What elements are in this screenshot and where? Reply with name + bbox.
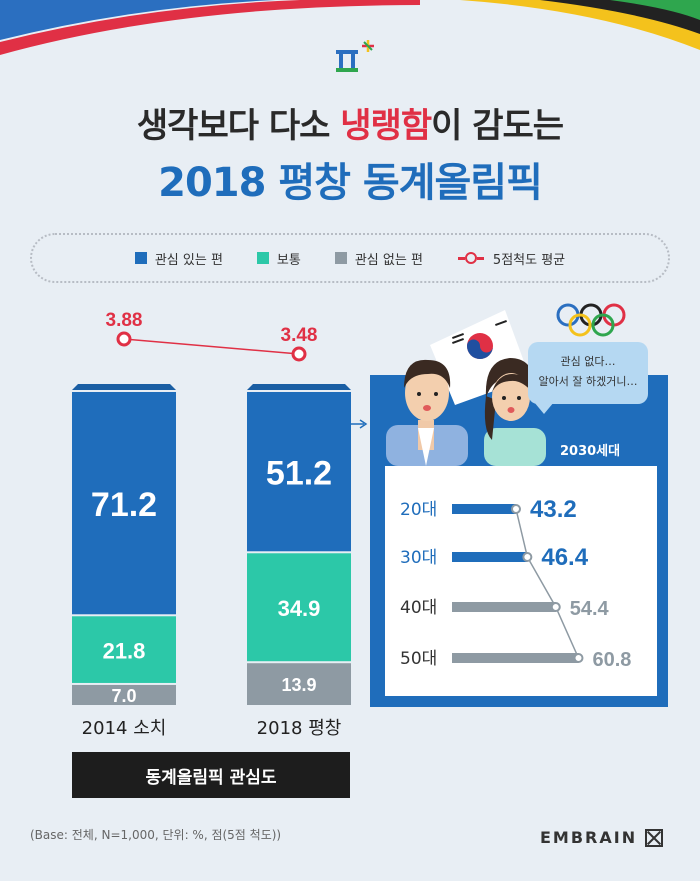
average-label-0: 3.88 bbox=[106, 310, 143, 331]
age-point-0 bbox=[511, 504, 521, 514]
bar-label-not-interested-1: 13.9 bbox=[281, 675, 316, 695]
x-category-label-1: 2018 평창 bbox=[257, 718, 342, 739]
speech-line2: 알아서 잘 하겠거니… bbox=[538, 375, 638, 388]
age-label-3: 50대 bbox=[400, 649, 437, 669]
bar-neutral-1 bbox=[247, 553, 351, 662]
bar-interested-1 bbox=[247, 392, 351, 552]
speech-bubble: 관심 없다… 알아서 잘 하겠거니… bbox=[528, 342, 648, 414]
man-character-icon bbox=[386, 359, 468, 466]
age-trend-line bbox=[515, 508, 580, 659]
average-label-1: 3.48 bbox=[281, 325, 318, 346]
average-line: 3.88 3.48 bbox=[106, 310, 318, 362]
age-bar-2 bbox=[452, 602, 556, 612]
age-connector-line bbox=[511, 504, 584, 663]
age-bar-0 bbox=[452, 504, 516, 514]
legend-line-marker-icon bbox=[457, 252, 484, 264]
bar-label-interested-1: 51.2 bbox=[266, 455, 332, 493]
bar-not-interested-1 bbox=[247, 663, 351, 705]
age-value-2: 54.4 bbox=[570, 598, 610, 620]
bar-label-neutral-0: 21.8 bbox=[103, 638, 146, 663]
headline-line2: 2018 평창 동계올림픽 bbox=[158, 160, 543, 206]
legend-item-interested: 관심 있는 편 bbox=[134, 249, 223, 268]
footnote: (Base: 전체, N=1,000, 단위: %, 점(5점 척도)) bbox=[30, 828, 282, 842]
bar-label-neutral-1: 34.9 bbox=[278, 596, 321, 621]
stacked-bars: 7.0 21.8 71.2 2014 소치 13.9 34.9 51.2 2018 평창 bbox=[72, 384, 351, 739]
legend: 관심 있는 편 보통 관심 없는 편 5점척도 평균 bbox=[30, 233, 670, 283]
average-line-segment bbox=[123, 338, 300, 355]
bar-neutral-0 bbox=[72, 616, 176, 683]
embrain-logo-icon bbox=[645, 828, 664, 847]
age-bar-3 bbox=[452, 653, 579, 663]
woman-character-icon bbox=[484, 358, 546, 466]
chart-title: 동계올림픽 관심도 bbox=[72, 752, 350, 798]
age-value-3: 60.8 bbox=[592, 649, 631, 671]
age-value-1: 46.4 bbox=[541, 544, 588, 571]
olympic-stripes-decoration bbox=[0, 0, 700, 55]
age-label-2: 40대 bbox=[400, 598, 437, 618]
average-point-0 bbox=[116, 331, 132, 347]
age-point-3 bbox=[573, 653, 584, 663]
age-panel-label: 2030세대 bbox=[560, 444, 621, 459]
legend-swatch-not-interested bbox=[334, 252, 347, 264]
legend-item-average: 5점척도 평균 bbox=[457, 249, 565, 268]
bar-label-not-interested-0: 7.0 bbox=[111, 686, 136, 706]
legend-swatch-neutral bbox=[256, 252, 269, 264]
headline-line1: 생각보다 다소 냉랭함이 감도는 bbox=[136, 106, 564, 146]
pyeongchang-logo-icon bbox=[336, 40, 374, 72]
age-point-1 bbox=[522, 552, 533, 562]
main-chart: 7.0 21.8 71.2 2014 소치 13.9 34.9 51.2 2018 평창 3.… bbox=[72, 303, 668, 739]
legend-item-neutral: 보통 bbox=[256, 249, 301, 268]
bar-cap-0 bbox=[72, 384, 176, 390]
age-label-1: 30대 bbox=[400, 548, 437, 568]
average-point-1 bbox=[291, 346, 307, 362]
bar-cap-1 bbox=[247, 384, 351, 390]
headline-highlight: 냉랭함 bbox=[340, 106, 432, 146]
age-panel bbox=[347, 303, 668, 707]
legend-item-not-interested: 관심 없는 편 bbox=[334, 249, 423, 268]
speech-line1: 관심 없다… bbox=[560, 355, 616, 368]
age-point-2 bbox=[550, 602, 561, 612]
olympic-rings-icon bbox=[556, 303, 626, 337]
bar-not-interested-0 bbox=[72, 684, 176, 705]
bar-label-interested-0: 71.2 bbox=[91, 486, 157, 524]
x-category-label-0: 2014 소치 bbox=[82, 718, 167, 739]
brand-logo: EMBRAIN bbox=[540, 828, 664, 847]
age-bar-1 bbox=[452, 552, 528, 562]
legend-swatch-interested bbox=[134, 252, 147, 264]
age-bars: 20대 43.2 30대 46.4 40대 54.4 50대 60.8 bbox=[400, 496, 631, 671]
bar-interested-0 bbox=[72, 392, 176, 615]
age-label-0: 20대 bbox=[400, 500, 437, 520]
age-value-0: 43.2 bbox=[530, 496, 577, 523]
